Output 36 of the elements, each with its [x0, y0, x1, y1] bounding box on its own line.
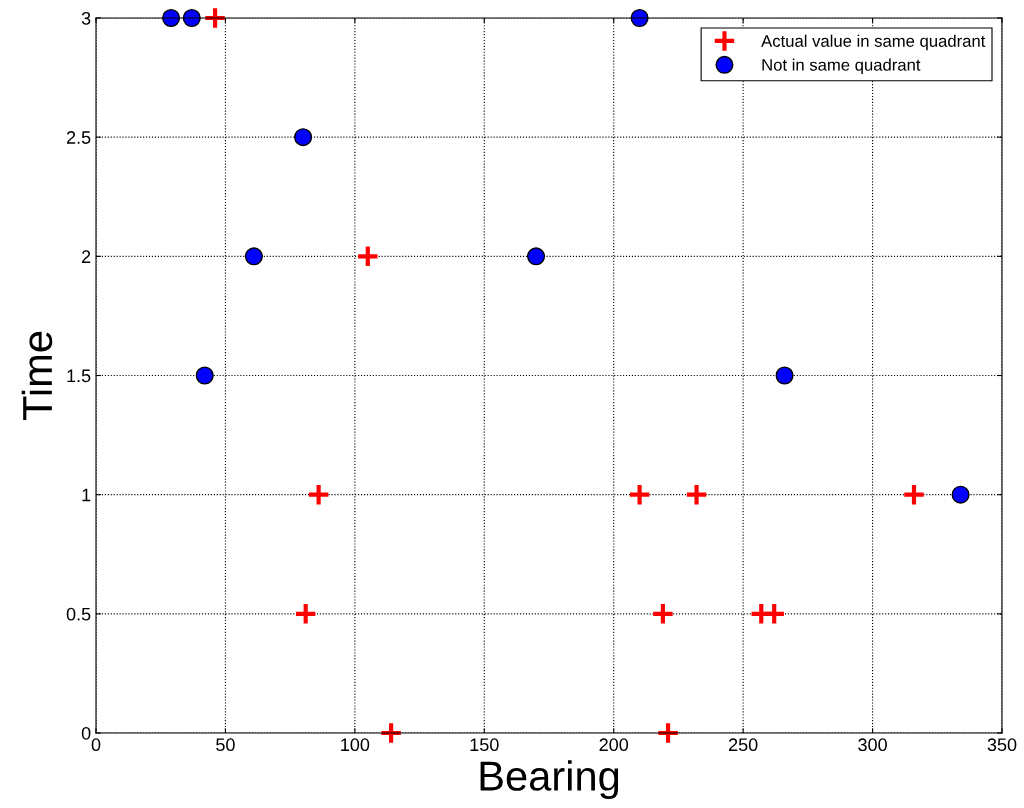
point [627, 482, 652, 507]
x-tick-label: 100 [341, 738, 370, 752]
point [379, 721, 403, 745]
y-tick-label: 2.5 [66, 131, 91, 144]
y-tick-label: 1.5 [67, 369, 91, 383]
point [203, 6, 227, 30]
point [651, 602, 675, 626]
point [527, 247, 546, 266]
y-tick-label: 2 [82, 250, 91, 263]
x-tick-label: 200 [599, 738, 629, 752]
legend-label: Not in same quadrant [762, 58, 921, 75]
point [684, 482, 709, 507]
point [775, 366, 794, 385]
y-tick-label: 1 [82, 488, 91, 502]
point [951, 485, 970, 504]
y-axis-title: Time [21, 331, 53, 421]
point [195, 366, 214, 385]
legend-label: Actual value in same quadrant [761, 34, 986, 51]
x-axis-title: Bearing [480, 760, 619, 800]
x-tick-label: 250 [728, 738, 758, 752]
x-tick-label: 0 [91, 738, 101, 752]
point [306, 482, 331, 507]
point [902, 482, 926, 507]
y-tick-label: 0 [81, 726, 91, 740]
y-tick-label: 0.5 [66, 607, 91, 621]
x-tick-label: 50 [216, 738, 235, 752]
x-tick-label: 350 [987, 738, 1017, 752]
point [294, 128, 313, 147]
y-tick-label: 3 [81, 11, 91, 25]
point [244, 247, 263, 266]
x-tick-label: 150 [470, 738, 499, 752]
point [762, 602, 787, 626]
point [293, 602, 318, 626]
x-tick-label: 300 [858, 738, 887, 752]
point [656, 721, 680, 745]
point [355, 244, 380, 269]
